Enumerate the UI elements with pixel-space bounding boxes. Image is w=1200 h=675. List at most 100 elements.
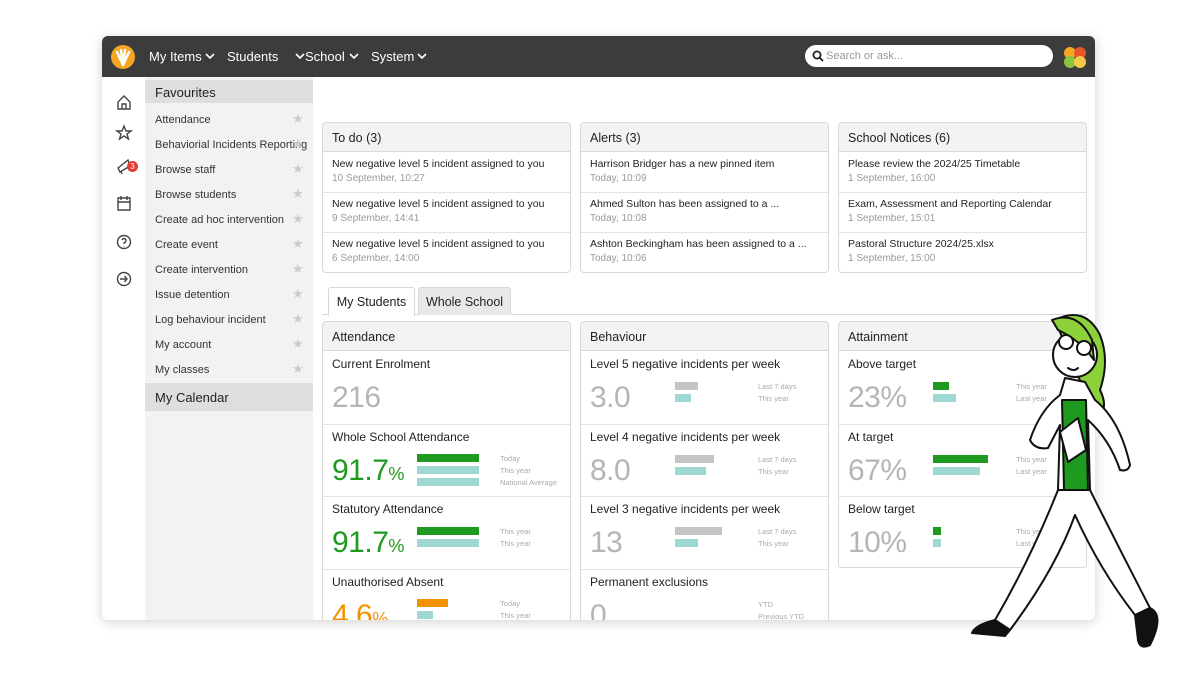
favourite-link[interactable]: My classes <box>155 364 210 376</box>
panel-header: Alerts (3) <box>581 123 828 152</box>
favourite-star[interactable]: ★ <box>292 236 304 251</box>
bar-legend: Last year <box>1016 466 1047 476</box>
bar-legend: Last year <box>1016 394 1047 403</box>
metric-card: Level 5 negative incidents per week 3.0 La… <box>581 351 828 424</box>
notice-panel: To do (3) New negative level 5 incident a… <box>322 122 571 273</box>
panel-item-text[interactable]: Exam, Assessment and Reporting Calendar <box>848 198 1052 210</box>
panel-item-time: Today, 10:06 <box>590 253 647 264</box>
value-unit: % <box>388 463 404 484</box>
nav-menu[interactable]: My Items <box>149 49 202 64</box>
app-logo[interactable] <box>1062 44 1088 70</box>
favourite-link[interactable]: Browse staff <box>155 164 216 176</box>
tab[interactable]: Whole School <box>418 287 511 315</box>
favourite-star[interactable]: ★ <box>292 211 304 226</box>
mini-bar <box>417 527 479 535</box>
favourite-star[interactable]: ★ <box>292 261 304 276</box>
favourite-link[interactable]: Log behaviour incident <box>155 314 266 326</box>
metric-card: Above target 23% This year Last year <box>839 351 1086 424</box>
favourite-star[interactable]: ★ <box>292 161 304 176</box>
favourite-link[interactable]: Create intervention <box>155 264 248 276</box>
bar-legend: This year <box>500 465 531 475</box>
panel-item-text[interactable]: Harrison Bridger has a new pinned item <box>590 158 775 170</box>
panel-item-time: 9 September, 14:41 <box>332 213 420 224</box>
tab[interactable]: My Students <box>328 287 415 316</box>
mini-bar <box>417 465 479 474</box>
favourite-link[interactable]: Issue detention <box>155 289 230 301</box>
mini-bar <box>417 453 479 462</box>
chevron <box>205 53 215 60</box>
search-placeholder: Search or ask... <box>826 50 904 62</box>
value-unit: % <box>388 536 404 556</box>
bar-legend: This year <box>1016 454 1047 464</box>
rail-icons <box>114 95 134 287</box>
panel-title: Alerts <box>590 131 622 145</box>
card-value: 67% <box>848 454 907 488</box>
nav-menu[interactable]: School <box>305 49 345 64</box>
favourite-link[interactable]: Behaviorial Incidents Reporting <box>155 139 308 151</box>
panel-item-text[interactable]: Ashton Beckingham has been assigned to a… <box>590 238 807 250</box>
bar-legend: This year <box>1016 382 1047 391</box>
favourite-star[interactable]: ★ <box>292 286 304 301</box>
panel-item-text[interactable]: Please review the 2024/25 Timetable <box>848 158 1021 170</box>
panel-item-text[interactable]: New negative level 5 incident assigned t… <box>332 158 545 170</box>
favourite-star[interactable]: ★ <box>292 136 304 151</box>
mini-bar <box>675 527 722 535</box>
bar-legend: Last 7 days <box>758 382 797 391</box>
calendar-header[interactable]: My Calendar <box>145 383 313 411</box>
panel-title: To do <box>332 131 363 145</box>
panel-item-time: 1 September, 15:00 <box>848 253 936 264</box>
value-number: 0 <box>590 598 607 621</box>
metric-header: Attendance <box>323 322 570 351</box>
notification-badge: 3 <box>127 161 138 172</box>
favourites-header: Favourites <box>145 80 313 103</box>
card-label: Unauthorised Absent <box>332 574 444 589</box>
panel-count: (3) <box>625 131 641 145</box>
card-separator <box>323 496 570 497</box>
metric-card: At target 67% This year Last year <box>839 424 1086 497</box>
panel-item-text[interactable]: Ahmed Sulton has been assigned to a ... <box>590 198 780 210</box>
card-value: 3.0 <box>590 381 631 415</box>
value-number: 4.6 <box>332 598 373 621</box>
bar-legend: Last 7 days <box>758 454 797 464</box>
panel-count: (6) <box>934 131 951 145</box>
row-separator <box>323 232 570 233</box>
mini-bar <box>675 454 715 463</box>
metric-card: Level 4 negative incidents per week 8.0 La… <box>581 424 828 497</box>
favourite-link[interactable]: Create ad hoc intervention <box>155 214 285 226</box>
panel-item-text[interactable]: New negative level 5 incident assigned t… <box>332 198 545 210</box>
panel-title: School Notices <box>848 131 932 145</box>
nav-menu[interactable]: System <box>371 49 415 64</box>
favourite-star[interactable]: ★ <box>292 186 304 201</box>
panel-item-time: 6 September, 14:00 <box>332 253 420 264</box>
panel-item-time: 10 September, 10:27 <box>332 173 425 184</box>
bar-legend: National Average <box>500 477 557 487</box>
metric-card: Whole School Attendance 91.7% Today This ye… <box>323 424 570 497</box>
favourite-link[interactable]: Browse students <box>155 189 237 201</box>
favourite-star[interactable]: ★ <box>292 361 304 376</box>
favourite-star[interactable]: ★ <box>292 336 304 351</box>
bar-legend: This year <box>500 539 531 548</box>
search-box[interactable]: Search or ask... <box>805 45 1053 67</box>
favourite-star[interactable]: ★ <box>292 111 304 126</box>
card-label: At target <box>848 429 894 444</box>
value-number: 3.0 <box>590 381 631 414</box>
favourite-link[interactable]: Create event <box>155 239 218 251</box>
panel-item-time: 1 September, 16:00 <box>848 173 936 184</box>
bar-legend: This year <box>758 466 789 476</box>
favourite-link[interactable]: My account <box>155 339 212 351</box>
bar-legend: This year <box>500 527 531 536</box>
card-value: 91.7% <box>332 454 404 488</box>
favourite-star[interactable]: ★ <box>292 311 304 326</box>
panel-item-text[interactable]: Pastoral Structure 2024/25.xlsx <box>848 238 994 250</box>
mini-bar <box>933 454 988 463</box>
nav-menu[interactable]: Students <box>227 49 279 64</box>
panel-item-text[interactable]: New negative level 5 incident assigned t… <box>332 238 545 250</box>
mini-bar <box>675 394 691 402</box>
favourite-link[interactable]: Attendance <box>155 114 211 126</box>
card-label: Below target <box>848 502 915 516</box>
value-unit: % <box>372 608 388 621</box>
row-separator <box>323 192 570 193</box>
metric-header: Attainment <box>839 322 1086 351</box>
main-content: To do (3) New negative level 5 incident a… <box>313 77 1095 620</box>
